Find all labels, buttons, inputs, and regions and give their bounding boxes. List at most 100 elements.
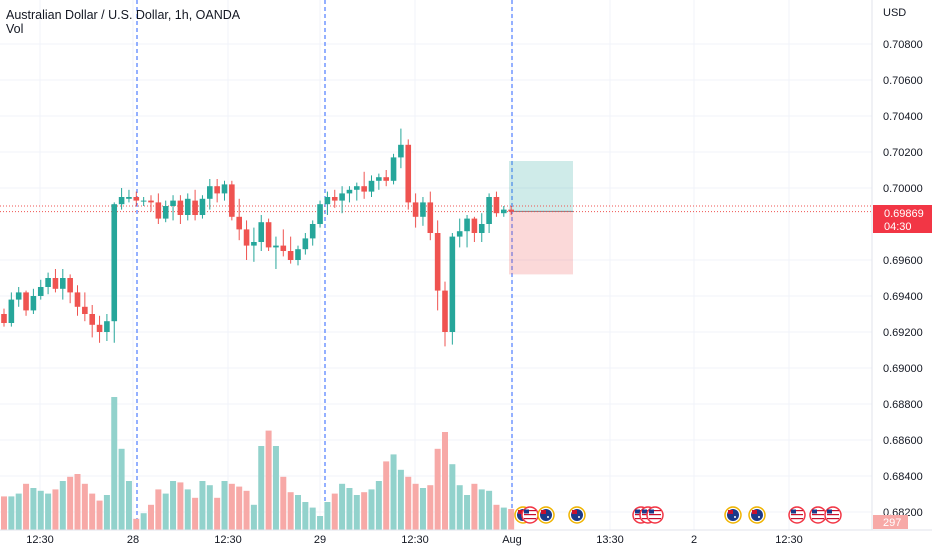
volume-bar [339, 483, 346, 530]
time-tick: 2 [691, 534, 697, 546]
volume-bar [133, 518, 140, 530]
candle-body [405, 144, 412, 203]
candle-body [324, 197, 331, 205]
volume-bar [309, 507, 316, 530]
price-tick: 0.69200 [883, 327, 923, 339]
candle-body [309, 224, 316, 239]
candle-body [339, 193, 345, 201]
economic-events[interactable] [514, 506, 842, 524]
volume-bar [125, 481, 132, 530]
price-tick: 0.70800 [883, 39, 923, 51]
candle-body [30, 296, 37, 311]
price-tick: 0.70000 [883, 183, 923, 195]
volume-bar [37, 490, 44, 530]
candle-body [456, 231, 463, 237]
volume-bar [8, 496, 15, 530]
volume-bar [184, 489, 191, 530]
bar-countdown: 04:30 [884, 221, 912, 233]
candle-body [493, 197, 500, 214]
candle-body [82, 306, 88, 314]
volume-bar [74, 474, 81, 530]
candles [1, 128, 514, 347]
volume-bar [390, 454, 397, 530]
candle-body [8, 299, 15, 323]
currency-label: USD [883, 7, 906, 19]
candle-body [133, 197, 140, 201]
volume-bar [412, 483, 419, 530]
volume-bar [155, 489, 162, 530]
price-tick: 0.69000 [883, 363, 923, 375]
time-tick: 12:30 [26, 534, 54, 546]
volume-bar [96, 500, 103, 530]
session-dividers [136, 0, 513, 530]
us-flag-icon[interactable] [824, 506, 842, 524]
au-flag-icon[interactable] [724, 506, 742, 524]
candle-body [478, 224, 485, 233]
volume-bar [23, 483, 30, 530]
volume-bar [427, 485, 434, 530]
candle-body [155, 202, 162, 219]
time-tick: 13:30 [596, 534, 624, 546]
candle-body [207, 186, 213, 199]
candle-body [317, 204, 323, 224]
volume-bar [375, 481, 382, 530]
volume-bar [302, 502, 309, 530]
symbol-title[interactable]: Australian Dollar / U.S. Dollar, 1h, OAN… [6, 8, 241, 22]
volume-bar [456, 485, 463, 530]
volume-bar [59, 481, 66, 530]
volume-bar [383, 461, 390, 530]
time-tick: 28 [127, 534, 139, 546]
volume-bar [353, 495, 360, 530]
au-flag-icon[interactable] [537, 506, 555, 524]
candle-body [464, 218, 470, 232]
au-flag-icon[interactable] [748, 506, 766, 524]
volume-bar [140, 513, 147, 530]
volume-bar [397, 469, 404, 530]
volume-bar [442, 432, 448, 530]
volume-bar [434, 448, 441, 530]
volume-bar [214, 497, 221, 530]
candle-body [15, 292, 22, 300]
long-position-tool[interactable] [0, 161, 872, 275]
volume-bar [148, 504, 154, 530]
candle-body [236, 216, 242, 230]
candle-body [346, 189, 353, 194]
volume-bar [118, 448, 125, 530]
volume-indicator-label[interactable]: Vol [6, 22, 24, 36]
candle-body [243, 229, 250, 246]
us-flag-icon[interactable] [521, 506, 539, 524]
volume-bar [192, 497, 199, 530]
volume-bar [368, 489, 375, 530]
au-flag-icon[interactable] [568, 506, 586, 524]
candle-body [265, 222, 272, 248]
candle-body [74, 292, 81, 307]
volume-bar [81, 483, 88, 530]
time-axis[interactable]: 12:30 28 12:30 29 12:30 Aug 13:30 2 12:30 [26, 534, 803, 546]
candle-body [390, 157, 397, 181]
volume-bar [361, 492, 368, 530]
us-flag-icon[interactable] [809, 506, 827, 524]
us-flag-icon[interactable] [646, 506, 664, 524]
stop-zone [509, 211, 573, 275]
us-flag-icon[interactable] [788, 506, 806, 524]
candle-body [251, 242, 257, 246]
volume-bar [419, 488, 426, 530]
candle-body [170, 200, 176, 206]
candle-body [434, 233, 441, 291]
volume-bar [103, 495, 110, 530]
candle-body [104, 321, 110, 332]
price-tick: 0.70600 [883, 75, 923, 87]
candle-body [287, 251, 294, 260]
candle-body [52, 278, 59, 289]
price-axis[interactable]: USD 0.70800 0.70600 0.70400 0.70200 0.70000 0… [0, 0, 932, 531]
candle-body [45, 278, 51, 287]
candle-body [331, 197, 338, 201]
price-tick: 0.68800 [883, 399, 923, 411]
volume-bar [250, 504, 257, 530]
candle-body [199, 198, 206, 215]
volume-bar [464, 495, 471, 530]
candle-body [229, 184, 235, 217]
candle-body [148, 200, 154, 203]
volume-bar [449, 464, 456, 530]
